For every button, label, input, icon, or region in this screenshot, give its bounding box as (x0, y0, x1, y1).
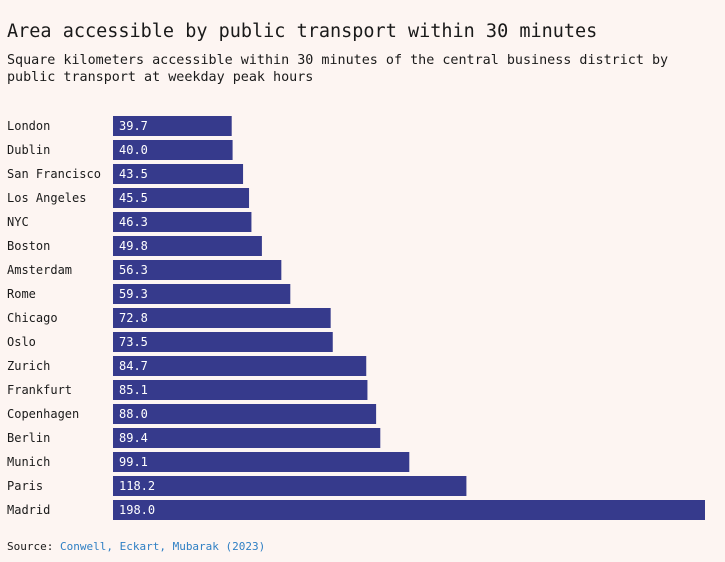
category-label: NYC (7, 215, 29, 229)
value-label: 118.2 (119, 479, 155, 493)
bar (113, 380, 368, 400)
category-label: Chicago (7, 311, 58, 325)
source-prefix: Source: (7, 540, 60, 553)
bar (113, 404, 377, 424)
value-label: 59.3 (119, 287, 148, 301)
category-label: Paris (7, 479, 43, 493)
category-label: Boston (7, 239, 50, 253)
value-label: 49.8 (119, 239, 148, 253)
value-label: 45.5 (119, 191, 148, 205)
category-label: Amsterdam (7, 263, 72, 277)
source-note: Source: Conwell, Eckart, Mubarak (2023) (7, 540, 265, 554)
category-label: Rome (7, 287, 36, 301)
category-label: Dublin (7, 143, 50, 157)
category-label: Los Angeles (7, 191, 86, 205)
chart-title: Area accessible by public transport with… (7, 21, 598, 42)
value-label: 46.3 (119, 215, 148, 229)
chart-subtitle: Square kilometers accessible within 30 m… (7, 53, 669, 85)
value-label: 85.1 (119, 383, 148, 397)
value-label: 39.7 (119, 119, 148, 133)
bar (113, 236, 262, 256)
bar (113, 356, 367, 376)
category-label: Zurich (7, 359, 50, 373)
value-label: 72.8 (119, 311, 148, 325)
bar (113, 212, 252, 232)
value-label: 40.0 (119, 143, 148, 157)
value-label: 43.5 (119, 167, 148, 181)
category-label: Berlin (7, 431, 50, 445)
category-label: Copenhagen (7, 407, 79, 421)
value-label: 198.0 (119, 503, 155, 517)
bar (113, 500, 705, 520)
bar (113, 332, 333, 352)
source-link[interactable]: Conwell, Eckart, Mubarak (2023) (59, 540, 266, 553)
category-label: San Francisco (7, 167, 101, 181)
category-label: London (7, 119, 50, 133)
value-label: 73.5 (119, 335, 148, 349)
category-label: Munich (7, 455, 50, 469)
category-label: Oslo (7, 335, 36, 349)
value-label: 99.1 (119, 455, 148, 469)
bar (113, 140, 233, 160)
category-label: Frankfurt (7, 383, 72, 397)
bar (113, 188, 250, 208)
bar (113, 164, 244, 184)
bar (113, 284, 291, 304)
bar (113, 260, 282, 280)
value-label: 84.7 (119, 359, 148, 373)
value-label: 56.3 (119, 263, 148, 277)
bar (113, 116, 232, 136)
bar (113, 476, 467, 496)
bar (113, 308, 331, 328)
value-label: 89.4 (119, 431, 148, 445)
bar (113, 428, 381, 448)
value-label: 88.0 (119, 407, 148, 421)
category-label: Madrid (7, 503, 50, 517)
bar-chart: London 39.7 Dublin 40.0 San Francisco 43.5 Los… (7, 116, 705, 520)
bar (113, 452, 410, 472)
